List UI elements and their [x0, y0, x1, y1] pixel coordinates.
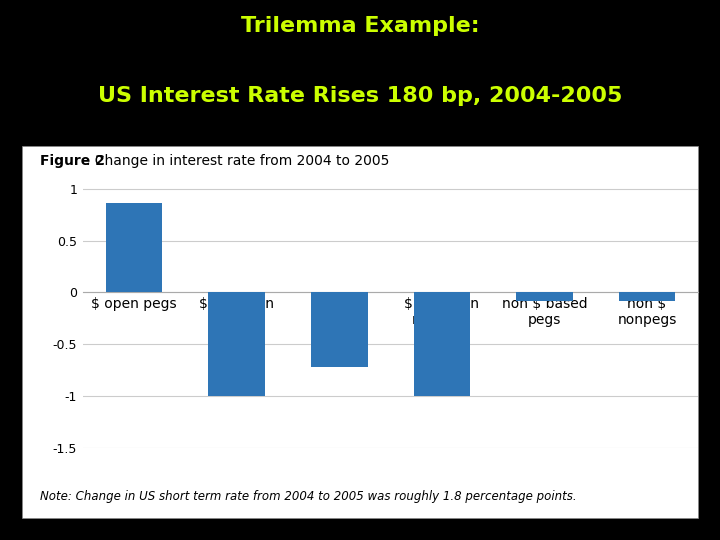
Bar [209, 293, 265, 396]
Text: Note: Change in US short term rate from 2004 to 2005 was roughly 1.8 percentage : Note: Change in US short term rate from … [40, 490, 576, 503]
Bar [619, 293, 675, 301]
Text: Figure 2: Figure 2 [40, 154, 104, 168]
Text: US Interest Rate Rises 180 bp, 2004-2005: US Interest Rate Rises 180 bp, 2004-2005 [98, 86, 622, 106]
Bar [311, 293, 367, 367]
Bar [106, 203, 162, 293]
Bar [516, 293, 572, 301]
Text: Trilemma Example:: Trilemma Example: [240, 16, 480, 36]
Text: . Change in interest rate from 2004 to 2005: . Change in interest rate from 2004 to 2… [86, 154, 390, 168]
Bar [414, 293, 470, 396]
